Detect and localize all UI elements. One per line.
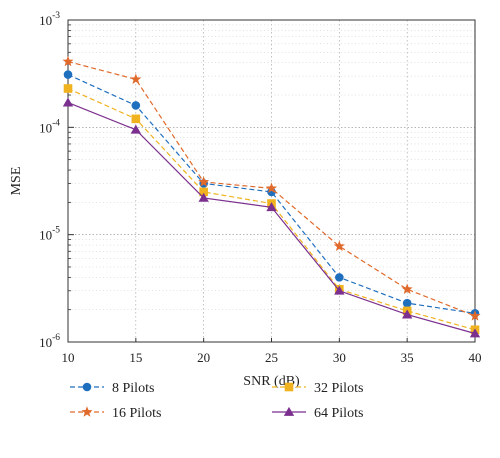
legend-item: 32 Pilots bbox=[272, 381, 363, 396]
legend-item: 16 Pilots bbox=[70, 406, 161, 421]
series-64-pilots bbox=[62, 97, 481, 338]
star-marker bbox=[62, 55, 74, 67]
legend-label: 16 Pilots bbox=[112, 406, 161, 421]
x-tick-label: 10 bbox=[62, 350, 75, 365]
triangle-marker bbox=[198, 192, 209, 202]
x-tick-label: 30 bbox=[333, 350, 346, 365]
legend-label: 32 Pilots bbox=[314, 381, 363, 396]
triangle-marker bbox=[266, 202, 277, 212]
circle-marker bbox=[82, 382, 92, 392]
legend-label: 64 Pilots bbox=[314, 406, 363, 421]
circle-marker bbox=[63, 70, 73, 79]
star-marker bbox=[130, 73, 142, 85]
triangle-marker bbox=[130, 124, 141, 134]
circle-marker bbox=[402, 298, 412, 308]
x-tick-label: 40 bbox=[469, 350, 482, 365]
series-16-pilots bbox=[62, 55, 481, 321]
legend-item: 8 Pilots bbox=[70, 381, 154, 396]
x-tick-label: 20 bbox=[197, 350, 210, 365]
triangle-marker bbox=[334, 285, 345, 295]
star-marker bbox=[265, 182, 278, 194]
x-tick-label: 25 bbox=[265, 350, 278, 365]
triangle-marker bbox=[402, 309, 413, 319]
series-layer bbox=[62, 55, 481, 338]
star-marker bbox=[198, 176, 210, 187]
x-tick-label: 15 bbox=[129, 350, 142, 365]
star-marker bbox=[81, 406, 93, 417]
square-marker bbox=[63, 84, 73, 93]
star-marker bbox=[469, 310, 481, 321]
star-marker bbox=[401, 283, 413, 294]
legend-item: 64 Pilots bbox=[272, 406, 363, 421]
circle-marker bbox=[335, 273, 344, 282]
star-marker bbox=[333, 240, 345, 251]
square-marker bbox=[131, 114, 141, 124]
square-marker bbox=[199, 187, 208, 197]
legend-label: 8 Pilots bbox=[112, 381, 154, 396]
legend: 8 Pilots 16 Pilots 32 Pilots 64 Pilots bbox=[70, 381, 363, 421]
y-axis-label: MSE bbox=[9, 167, 24, 196]
square-marker bbox=[284, 382, 294, 392]
circle-marker bbox=[131, 101, 141, 110]
triangle-marker bbox=[62, 97, 74, 107]
triangle-marker bbox=[283, 406, 295, 416]
triangle-marker bbox=[469, 328, 481, 338]
x-tick-label: 35 bbox=[401, 350, 414, 365]
